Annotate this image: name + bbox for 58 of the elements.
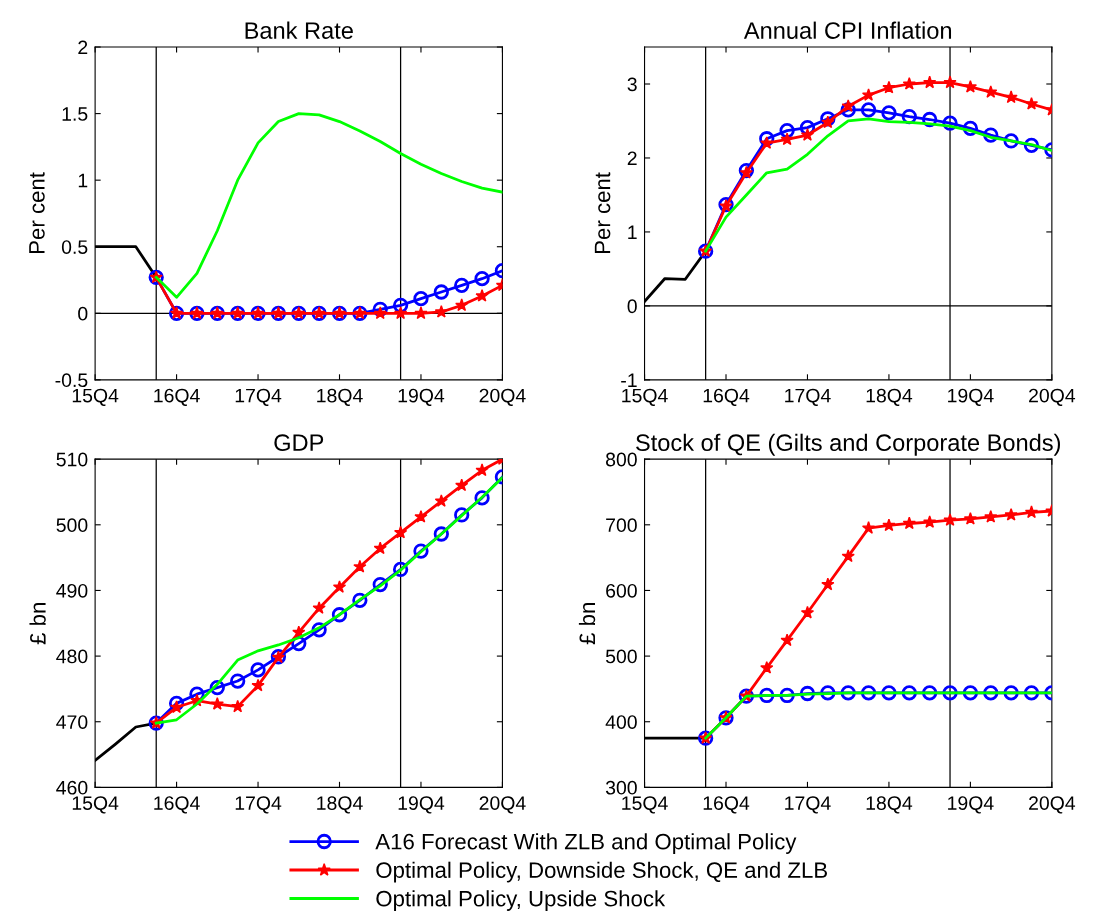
x-tick-label: 20Q4 bbox=[1029, 388, 1076, 406]
y-tick-label: 800 bbox=[606, 452, 637, 467]
legend-label: Optimal Policy, Upside Shock bbox=[376, 890, 666, 911]
x-tick-label: 17Q4 bbox=[785, 388, 831, 406]
y-tick-label: 0 bbox=[78, 306, 88, 321]
chart-title: Bank Rate bbox=[245, 21, 353, 39]
legend-label: Optimal Policy, Downside Shock, QE and ZLB bbox=[376, 861, 827, 883]
y-tick-label: 1.5 bbox=[62, 107, 88, 121]
y-axis-title: Per cent bbox=[594, 172, 611, 253]
x-tick-label: 20Q4 bbox=[479, 796, 526, 814]
y-tick-label: 600 bbox=[606, 583, 637, 598]
y-tick-label: 2 bbox=[627, 151, 637, 166]
legend-label: A16 Forecast With ZLB and Optimal Policy bbox=[375, 833, 797, 854]
y-tick-label: 0 bbox=[627, 299, 637, 314]
x-tick-label: 20Q4 bbox=[479, 388, 526, 406]
y-tick-label: 1 bbox=[78, 173, 88, 188]
chart-title: GDP bbox=[274, 434, 324, 452]
x-tick-label: 19Q4 bbox=[948, 388, 994, 406]
x-tick-label: 17Q4 bbox=[235, 388, 282, 406]
x-tick-label: 15Q4 bbox=[622, 796, 668, 814]
x-tick-label: 19Q4 bbox=[398, 388, 445, 406]
y-axis-title: £ bn bbox=[29, 603, 46, 645]
x-tick-label: 16Q4 bbox=[703, 388, 750, 406]
x-tick-label: 20Q4 bbox=[1029, 796, 1076, 814]
x-tick-label: 17Q4 bbox=[785, 796, 831, 814]
y-tick-label: -0.5 bbox=[55, 373, 88, 388]
y-tick-label: 480 bbox=[56, 649, 88, 664]
y-tick-label: 500 bbox=[605, 649, 637, 664]
x-tick-label: 16Q4 bbox=[703, 796, 750, 814]
x-tick-label: 18Q4 bbox=[866, 796, 913, 814]
y-tick-label: 1 bbox=[628, 225, 637, 239]
y-tick-label: 3 bbox=[627, 77, 637, 92]
x-tick-label: 19Q4 bbox=[398, 796, 445, 814]
y-tick-label: 2 bbox=[78, 40, 88, 55]
x-tick-label: 16Q4 bbox=[154, 796, 200, 814]
x-tick-label: 16Q4 bbox=[154, 388, 200, 406]
x-tick-label: 19Q4 bbox=[948, 796, 994, 814]
y-tick-label: 510 bbox=[56, 452, 88, 467]
x-tick-label: 15Q4 bbox=[72, 388, 119, 406]
y-tick-label: -1 bbox=[621, 373, 637, 387]
x-tick-label: 15Q4 bbox=[72, 796, 119, 814]
x-tick-label: 18Q4 bbox=[866, 388, 913, 406]
x-tick-label: 17Q4 bbox=[235, 796, 282, 814]
y-tick-label: 470 bbox=[56, 715, 88, 729]
y-tick-label: 400 bbox=[605, 715, 637, 729]
y-tick-label: 0.5 bbox=[61, 240, 88, 254]
x-tick-label: 15Q4 bbox=[622, 388, 668, 406]
y-tick-label: 500 bbox=[56, 518, 88, 533]
y-tick-label: 300 bbox=[605, 780, 637, 795]
chart-title: Stock of QE (Gilts and Corporate Bonds) bbox=[636, 433, 1060, 456]
x-tick-label: 18Q4 bbox=[317, 796, 363, 814]
x-tick-label: 18Q4 bbox=[317, 388, 363, 406]
y-tick-label: 490 bbox=[56, 583, 88, 598]
chart-title: Annual CPI Inflation bbox=[743, 21, 952, 39]
y-tick-label: 460 bbox=[56, 780, 88, 795]
y-axis-title: Per cent bbox=[29, 172, 45, 253]
y-tick-label: 700 bbox=[606, 518, 637, 533]
y-axis-title: £ bn bbox=[578, 603, 596, 645]
